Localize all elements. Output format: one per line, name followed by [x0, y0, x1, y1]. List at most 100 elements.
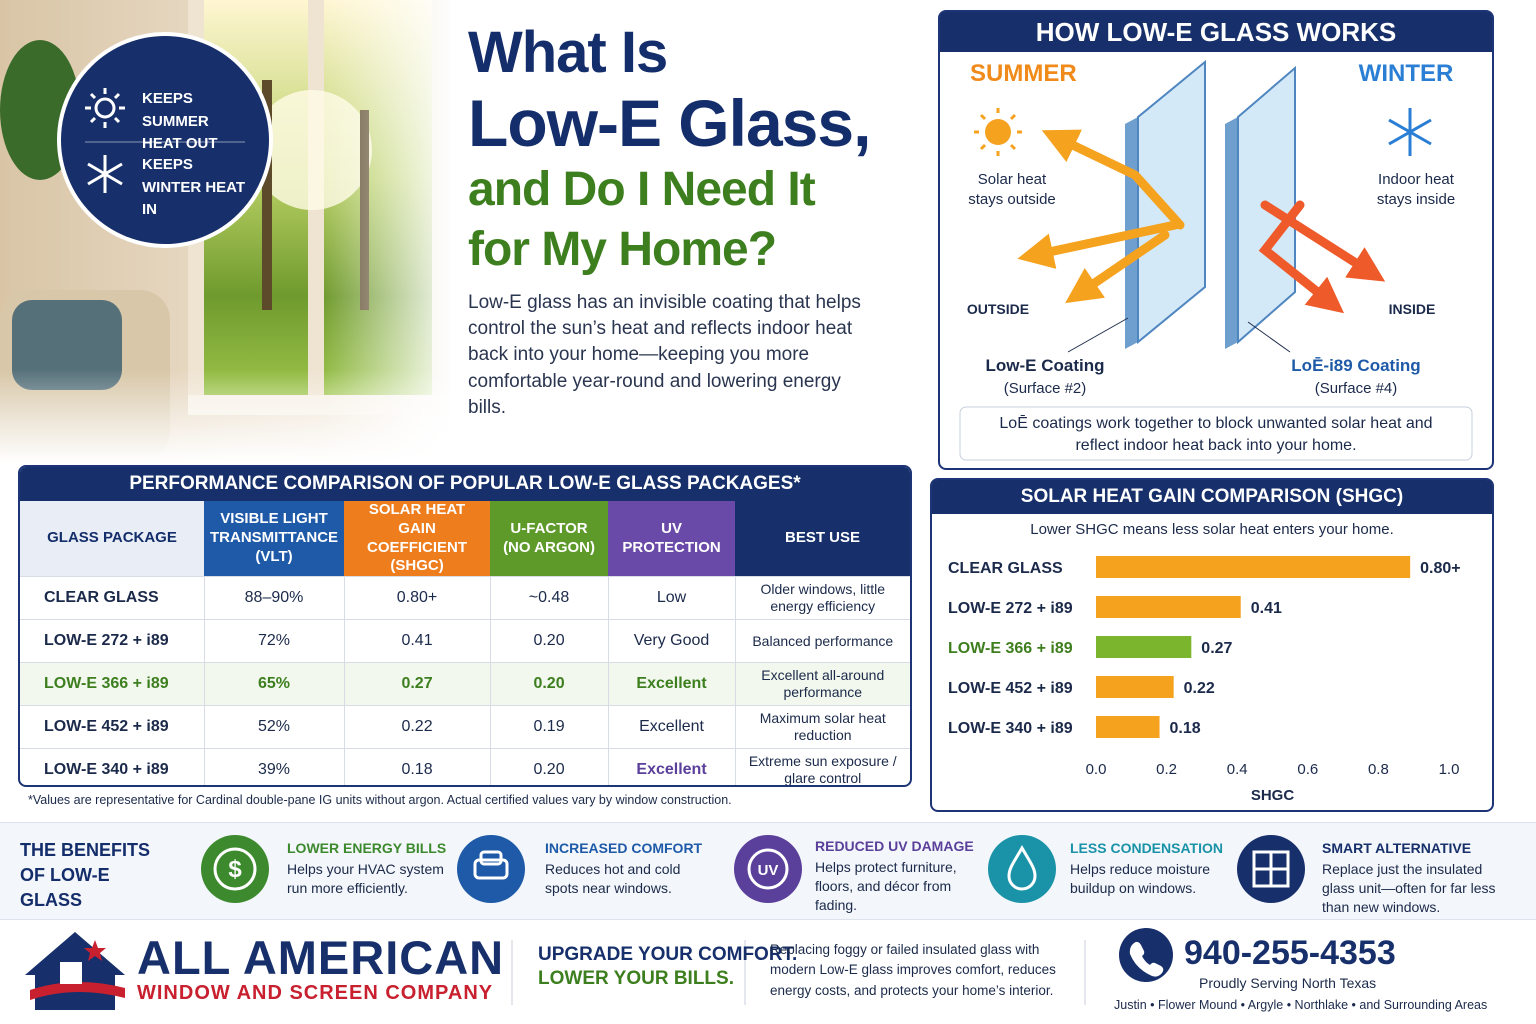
footnote: *Values are representative for Cardinal …: [28, 793, 732, 807]
table-cell: 72%: [203, 619, 345, 663]
benefit: REDUCED UV DAMAGE Helps protect furniture…: [815, 838, 975, 915]
category-label: LOW-E 452 + i89: [948, 680, 1073, 697]
title-line: and Do I Need It: [468, 163, 816, 216]
table-cell: Excellent: [607, 748, 736, 785]
x-tick-label: 0.8: [1368, 761, 1389, 778]
table-cell: Low: [607, 576, 736, 620]
benefit-text: Reduces hot and cold spots near windows.: [545, 861, 681, 896]
table-cell: 0.18: [343, 748, 491, 785]
category-label: CLEAR GLASS: [948, 560, 1063, 577]
value-label: 0.18: [1170, 720, 1201, 737]
value-label: 0.27: [1201, 640, 1232, 657]
table-cell: 0.20: [489, 748, 609, 785]
surface-label: (Surface #2): [1003, 380, 1087, 397]
serving: Proudly Serving North Texas: [1199, 975, 1377, 991]
phone: 940-255-4353: [1184, 934, 1396, 972]
category-label: LOW-E 366 + i89: [948, 640, 1073, 657]
table-row: CLEAR GLASS 88–90% 0.80+ ~0.48 Low Older wind…: [20, 576, 910, 620]
footer-art: [25, 928, 1173, 1010]
table-cell: LOW-E 340 + i89: [20, 748, 204, 785]
chart-panel: SOLAR HEAT GAIN COMPARISON (SHGC) Lower …: [930, 478, 1494, 812]
table-panel: PERFORMANCE COMPARISON OF POPULAR LOW-E …: [18, 465, 912, 787]
table-cell: Maximum solar heat reduction: [734, 705, 910, 749]
tagline: UPGRADE YOUR COMFORT.: [538, 944, 798, 965]
benefit-title: REDUCED UV DAMAGE: [815, 838, 974, 854]
table-row: LOW-E 340 + i89 39% 0.18 0.20 Excellent Extre…: [20, 748, 910, 785]
table-cell: 0.20: [489, 662, 609, 706]
bar: [1096, 676, 1174, 698]
panel-title: HOW LOW-E GLASS WORKS: [940, 12, 1492, 52]
company-name: ALL AMERICAN: [137, 931, 505, 984]
side-label: OUTSIDE: [966, 301, 1030, 317]
benefit-text: Helps protect furniture, floors, and déc…: [815, 859, 957, 913]
badge-item: KEEPS SUMMER HEAT OUT: [142, 90, 218, 152]
hero-image: [0, 0, 460, 462]
table-cell: 88–90%: [203, 576, 345, 620]
table-cell: Excellent: [607, 662, 736, 706]
areas: Justin • Flower Mound • Argyle • Northla…: [1114, 998, 1488, 1012]
value-label: 0.80+: [1420, 560, 1460, 577]
badge-item: KEEPS WINTER HEAT IN: [142, 156, 246, 218]
category-label: LOW-E 340 + i89: [948, 720, 1073, 737]
benefit: LESS CONDENSATION Helps reduce moisture b…: [1070, 840, 1230, 898]
chart: 0.0 0.2 0.4 0.6 0.8 1.0 SHGC CLEAR GLASS 0.80+ LO…: [948, 556, 1461, 804]
bar: [1096, 596, 1241, 618]
caption: LoĒ coatings work together to block unwa…: [999, 415, 1433, 454]
coating-label: LoĒ-i89 Coating: [1291, 356, 1421, 375]
bar: [1096, 636, 1192, 658]
table-row: LOW-E 272 + i89 72% 0.41 0.20 Very Good Balan…: [20, 619, 910, 663]
benefits-label: THE BENEFITS OF LOW-E GLASS: [20, 840, 151, 911]
table-cell: Very Good: [607, 619, 736, 663]
tagline: LOWER YOUR BILLS.: [538, 968, 734, 989]
table-cell: 0.19: [489, 705, 609, 749]
x-tick-label: 0.6: [1297, 761, 1318, 778]
comparison-table: GLASS PACKAGE VISIBLE LIGHT TRANSMITTANCE…: [20, 501, 910, 785]
title-line: for My Home?: [468, 223, 777, 276]
value-label: 0.41: [1251, 600, 1282, 617]
value-label: 0.22: [1184, 680, 1215, 697]
chart-subtitle: Lower SHGC means less solar heat enters …: [1030, 521, 1394, 538]
column-header: SOLAR HEAT GAIN COEFFICIENT (SHGC): [344, 501, 491, 577]
note: Indoor heat stays inside: [1376, 171, 1456, 209]
company-sub: WINDOW AND SCREEN COMPANY: [137, 982, 494, 1004]
table-cell: 0.20: [489, 619, 609, 663]
benefit-title: SMART ALTERNATIVE: [1322, 840, 1472, 856]
blurb: Replacing foggy or failed insulated glas…: [770, 942, 1056, 998]
x-tick-label: 0.0: [1086, 761, 1107, 778]
title-line: Low-E Glass,: [468, 86, 871, 160]
intro: Low-E glass has an invisible coating tha…: [468, 292, 861, 418]
bar: [1096, 556, 1411, 578]
title-line: What Is: [468, 20, 668, 85]
table-cell: LOW-E 366 + i89: [20, 662, 204, 706]
benefit: LOWER ENERGY BILLS Helps your HVAC system…: [287, 840, 457, 898]
benefit-text: Helps your HVAC system run more efficien…: [287, 861, 444, 896]
benefit-title: LESS CONDENSATION: [1070, 840, 1223, 856]
column-header: UV PROTECTION: [608, 501, 736, 577]
table-row: LOW-E 452 + i89 52% 0.22 0.19 Excellent Maxim…: [20, 705, 910, 749]
table-cell: 0.22: [343, 705, 491, 749]
coating-label: Low-E Coating: [985, 356, 1105, 375]
surface-label: (Surface #4): [1314, 380, 1398, 397]
table-cell: 52%: [203, 705, 345, 749]
column-header: U-FACTOR (NO ARGON): [490, 501, 609, 577]
season-label: WINTER: [1358, 60, 1454, 87]
category-label: LOW-E 272 + i89: [948, 600, 1073, 617]
table-title: PERFORMANCE COMPARISON OF POPULAR LOW-E …: [20, 467, 910, 501]
benefit-title: INCREASED COMFORT: [545, 840, 703, 856]
glass-diagram: [959, 59, 1473, 461]
benefit-text: Helps reduce moisture buildup on windows…: [1070, 861, 1211, 896]
note: Solar heat stays outside: [968, 171, 1056, 209]
column-header: VISIBLE LIGHT TRANSMITTANCE (VLT): [204, 501, 345, 577]
column-header: BEST USE: [735, 501, 910, 577]
table-cell: CLEAR GLASS: [20, 576, 204, 620]
benefit-title: LOWER ENERGY BILLS: [287, 840, 447, 856]
column-header: GLASS PACKAGE: [20, 501, 204, 577]
benefit-text: Replace just the insulated glass unit—of…: [1322, 861, 1496, 915]
bar: [1096, 716, 1160, 738]
season-label: SUMMER: [970, 60, 1077, 87]
table-cell: 39%: [203, 748, 345, 785]
benefit: SMART ALTERNATIVE Replace just the insula…: [1322, 840, 1502, 917]
x-tick-label: 0.4: [1227, 761, 1248, 778]
benefit-icons: $ UV: [201, 835, 1305, 903]
